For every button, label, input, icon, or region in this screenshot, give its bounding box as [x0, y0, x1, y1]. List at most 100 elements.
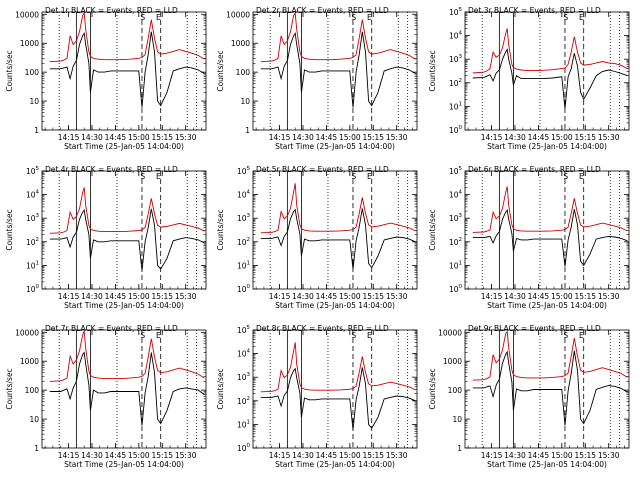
series-line-events — [472, 208, 628, 267]
plot-frame — [252, 11, 418, 131]
x-tick-label: 15:30 — [386, 133, 408, 142]
x-axis-label: Start Time (25-Jan-05 14:04:00) — [64, 142, 184, 151]
series-line-lld — [260, 11, 416, 63]
y-tick-label: 103 — [449, 54, 463, 64]
x-tick-label: 15:30 — [598, 292, 620, 301]
y-tick-label: 100 — [236, 68, 251, 77]
y-tick-exponent: 5 — [247, 325, 251, 331]
x-axis-label: Start Time (25-Jan-05 14:04:00) — [487, 142, 607, 151]
x-tick-label: 14:30 — [81, 292, 103, 301]
y-tick-label: 10 — [29, 97, 39, 106]
y-tick-label: 101 — [237, 260, 250, 270]
y-tick-exponent: 3 — [247, 213, 251, 219]
y-axis-label: Counts/sec — [5, 368, 14, 409]
y-tick-label: 105 — [449, 7, 463, 17]
y-tick-exponent: 3 — [36, 213, 40, 219]
series-line-lld — [472, 330, 628, 381]
y-tick-exponent: 2 — [247, 396, 251, 402]
y-tick-label: 103 — [26, 213, 40, 223]
y-tick-exponent: 2 — [36, 237, 40, 243]
y-tick-label: 1000 — [20, 357, 39, 366]
y-tick-label: 104 — [26, 190, 40, 200]
y-tick-label: 10 — [29, 415, 39, 424]
x-tick-label: 15:15 — [362, 451, 384, 460]
plot-frame — [464, 11, 630, 131]
x-axis-label: Start Time (25-Jan-05 14:04:00) — [275, 142, 395, 151]
x-axis-label: Start Time (25-Jan-05 14:04:00) — [64, 301, 184, 310]
y-tick-exponent: 4 — [36, 190, 40, 196]
y-tick-label: 103 — [237, 372, 251, 382]
x-axis-label: Start Time (25-Jan-05 14:04:00) — [487, 301, 607, 310]
y-tick-label: 100 — [25, 68, 40, 77]
y-tick-exponent: 0 — [247, 284, 251, 290]
y-tick-exponent: 2 — [459, 237, 463, 243]
series-line-events — [49, 351, 205, 426]
chart-title: Det 9r BLACK = Events, RED = LLD — [468, 324, 601, 333]
series-line-events — [260, 31, 416, 108]
x-axis-label: Start Time (25-Jan-05 14:04:00) — [64, 460, 184, 469]
series-line-lld — [49, 330, 205, 382]
x-tick-label: 15:30 — [386, 292, 408, 301]
x-tick-label: 14:45 — [316, 133, 338, 142]
x-tick-label: 15:00 — [551, 133, 573, 142]
y-tick-exponent: 0 — [36, 284, 40, 290]
x-tick-label: 14:30 — [81, 451, 103, 460]
end-marker: E — [367, 13, 372, 22]
chart-title: Det 4r BLACK = Events, RED = LLD — [45, 165, 178, 174]
x-tick-label: 14:15 — [269, 451, 291, 460]
y-tick-exponent: 4 — [459, 190, 463, 196]
x-tick-label: 15:15 — [362, 133, 384, 142]
plot-frame — [41, 329, 207, 449]
plot-frame — [464, 329, 630, 449]
end-marker: E — [367, 331, 372, 340]
x-tick-label: 14:15 — [269, 133, 291, 142]
chart-title: Det 3r BLACK = Events, RED = LLD — [468, 6, 601, 15]
x-tick-label: 15:00 — [339, 133, 361, 142]
y-tick-label: 104 — [449, 31, 463, 41]
end-marker: E — [156, 331, 161, 340]
end-marker: E — [156, 13, 161, 22]
y-tick-exponent: 4 — [459, 31, 463, 37]
x-tick-label: 15:15 — [574, 292, 596, 301]
series-line-lld — [49, 11, 205, 63]
plot-frame — [464, 170, 630, 290]
x-tick-label: 14:45 — [105, 451, 127, 460]
x-tick-label: 14:30 — [504, 451, 526, 460]
x-tick-label: 15:30 — [175, 133, 197, 142]
y-tick-label: 100 — [237, 443, 251, 453]
x-tick-label: 14:45 — [105, 292, 127, 301]
y-tick-exponent: 1 — [459, 101, 463, 107]
x-tick-label: 14:45 — [528, 133, 550, 142]
y-tick-label: 100 — [449, 284, 463, 294]
y-tick-label: 1000 — [443, 357, 462, 366]
y-tick-exponent: 5 — [247, 166, 251, 172]
y-tick-label: 100 — [25, 386, 40, 395]
y-tick-label: 1 — [245, 126, 250, 135]
series-line-events — [49, 208, 205, 271]
y-tick-label: 1 — [34, 126, 39, 135]
start-marker: S — [351, 172, 356, 181]
x-tick-label: 15:00 — [339, 451, 361, 460]
y-tick-label: 101 — [237, 419, 250, 429]
y-tick-label: 1000 — [231, 39, 250, 48]
chart-title: Det 6r BLACK = Events, RED = LLD — [468, 165, 601, 174]
y-axis-label: Counts/sec — [5, 50, 14, 91]
x-tick-label: 14:30 — [81, 133, 103, 142]
x-tick-label: 14:15 — [481, 292, 503, 301]
series-line-lld — [472, 186, 628, 233]
y-tick-label: 10 — [240, 97, 250, 106]
start-marker: S — [140, 13, 145, 22]
y-tick-label: 101 — [26, 260, 39, 270]
y-tick-exponent: 5 — [36, 166, 40, 172]
start-marker: S — [140, 331, 145, 340]
y-axis-label: Counts/sec — [5, 209, 14, 250]
series-line-lld — [260, 342, 416, 393]
x-tick-label: 14:15 — [58, 133, 80, 142]
